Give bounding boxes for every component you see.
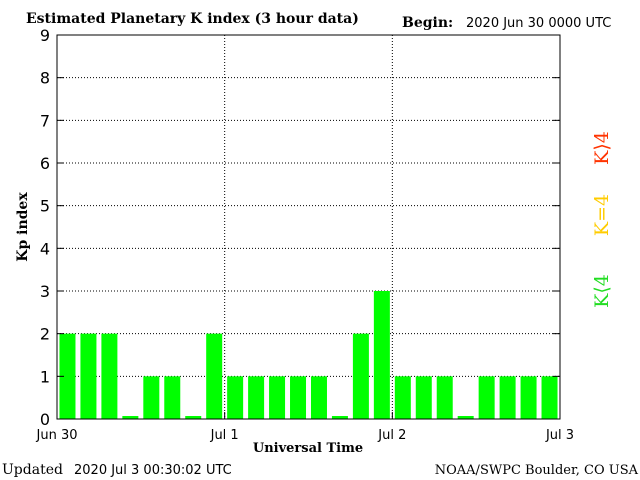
x-tick-label: Jun 30	[36, 428, 78, 443]
bars	[59, 291, 558, 419]
kp-bar	[290, 376, 307, 419]
kp-bar	[248, 376, 265, 419]
kp-bar	[164, 376, 181, 419]
y-tick-label: 9	[40, 26, 50, 45]
y-tick-label: 1	[40, 367, 50, 386]
kp-bar	[143, 376, 160, 419]
kp-bar	[457, 416, 474, 419]
kp-bar	[499, 376, 516, 419]
chart-title: Estimated Planetary K index (3 hour data…	[26, 11, 359, 27]
y-tick-label: 3	[40, 282, 50, 301]
x-tick-label: Jul 2	[377, 428, 406, 443]
y-tick-label: 4	[40, 239, 50, 258]
kp-bar	[331, 416, 348, 419]
y-tick-label: 8	[40, 69, 50, 88]
y-tick-label: 0	[40, 410, 50, 429]
kp-bar	[478, 376, 495, 419]
kp-bar	[206, 333, 223, 419]
kp-bar	[122, 416, 139, 419]
kp-bar	[80, 333, 97, 419]
begin-label: Begin:	[402, 15, 453, 31]
kp-bar	[352, 333, 369, 419]
x-axis-label: Universal Time	[253, 441, 363, 456]
y-tick-label: 2	[40, 325, 50, 344]
kp-bar	[185, 416, 202, 419]
updated-value: 2020 Jul 3 00:30:02 UTC	[74, 463, 232, 478]
legend-k-equal-4: K=4	[591, 194, 613, 236]
y-tick-label: 7	[40, 111, 50, 130]
kp-bar	[415, 376, 432, 419]
grid	[57, 35, 560, 419]
kp-bar	[310, 376, 327, 419]
updated-label: Updated	[2, 462, 63, 478]
x-tick-label: Jul 1	[210, 428, 239, 443]
kp-bar	[520, 376, 537, 419]
kp-bar	[394, 376, 411, 419]
kp-bar	[227, 376, 244, 419]
y-tick-label: 5	[40, 197, 50, 216]
kp-bar	[436, 376, 453, 419]
begin-value: 2020 Jun 30 0000 UTC	[466, 16, 611, 31]
kp-bar	[269, 376, 286, 419]
kp-bar	[373, 291, 390, 419]
legend-k-above-4: K⟩4	[591, 131, 613, 165]
kp-bar	[101, 333, 118, 419]
plot-frame	[56, 34, 561, 420]
source-credit: NOAA/SWPC Boulder, CO USA	[435, 463, 639, 478]
kp-bar	[541, 376, 558, 419]
legend-k-below-4: K⟨4	[591, 274, 613, 308]
axes: 0 1 2 3 4 5 6 7 8 9 Jun 30 Jul 1 Jul 2 Jul 3	[36, 26, 575, 443]
kp-bar	[59, 333, 76, 419]
x-tick-label: Jul 3	[545, 428, 574, 443]
y-tick-label: 6	[40, 154, 50, 173]
y-axis-label: Kp index	[15, 192, 31, 262]
